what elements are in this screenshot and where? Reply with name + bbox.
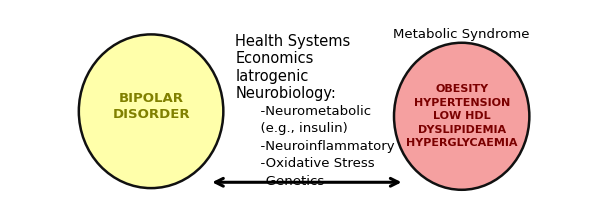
Text: BIPOLAR
DISORDER: BIPOLAR DISORDER [112, 92, 190, 121]
Text: OBESITY
HYPERTENSION
LOW HDL
DYSLIPIDEMIA
HYPERGLYCAEMIA: OBESITY HYPERTENSION LOW HDL DYSLIPIDEMI… [406, 84, 517, 148]
Text: (e.g., insulin): (e.g., insulin) [236, 122, 348, 135]
Text: -Neuroinflammatory: -Neuroinflammatory [236, 140, 395, 153]
Ellipse shape [394, 43, 529, 190]
Text: -Neurometabolic: -Neurometabolic [236, 105, 372, 118]
Text: Health Systems: Health Systems [236, 34, 350, 49]
Text: Economics: Economics [236, 51, 314, 66]
Text: -Genetics: -Genetics [236, 175, 325, 188]
Text: Metabolic Syndrome: Metabolic Syndrome [394, 28, 530, 41]
Text: Iatrogenic: Iatrogenic [236, 69, 309, 84]
Ellipse shape [79, 34, 223, 188]
Text: Neurobiology:: Neurobiology: [236, 86, 336, 101]
Text: -Oxidative Stress: -Oxidative Stress [236, 157, 375, 170]
